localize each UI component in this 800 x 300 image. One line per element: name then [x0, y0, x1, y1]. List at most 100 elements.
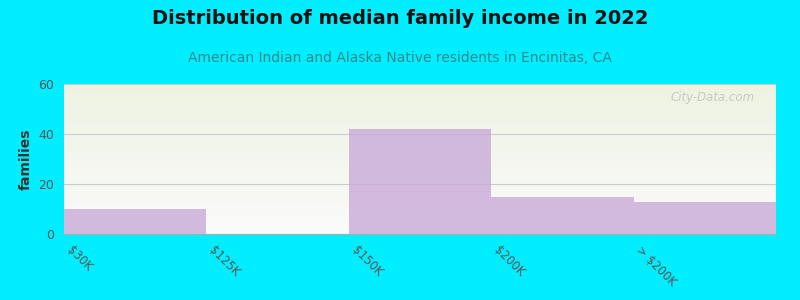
Bar: [64, 132, 776, 133]
Bar: [64, 126, 776, 127]
Bar: [64, 229, 776, 230]
Bar: [64, 232, 776, 233]
Bar: [64, 208, 776, 209]
Bar: [64, 96, 776, 97]
Bar: [64, 233, 776, 234]
Bar: [64, 84, 776, 85]
Bar: [64, 198, 776, 199]
Bar: [64, 101, 776, 102]
Bar: [64, 90, 776, 91]
Bar: [64, 116, 776, 117]
Text: Distribution of median family income in 2022: Distribution of median family income in …: [152, 9, 648, 28]
Bar: [64, 222, 776, 223]
Bar: [64, 197, 776, 198]
Bar: [64, 128, 776, 129]
Bar: [64, 225, 776, 226]
Bar: [64, 105, 776, 106]
Bar: [64, 177, 776, 178]
Bar: [64, 212, 776, 213]
Bar: [64, 193, 776, 194]
Bar: [64, 115, 776, 116]
Bar: [64, 95, 776, 96]
Bar: [64, 169, 776, 170]
Bar: [64, 181, 776, 182]
Bar: [64, 104, 776, 105]
Bar: [64, 226, 776, 227]
Bar: [64, 167, 776, 168]
Bar: [64, 124, 776, 125]
Bar: [64, 163, 776, 164]
Bar: [64, 149, 776, 150]
Bar: [64, 137, 776, 138]
Bar: [64, 170, 776, 171]
Text: City-Data.com: City-Data.com: [670, 92, 754, 104]
Bar: [64, 217, 776, 218]
Bar: [64, 179, 776, 180]
Bar: [64, 189, 776, 190]
Bar: [64, 140, 776, 141]
Bar: [64, 206, 776, 207]
Bar: [64, 182, 776, 183]
Bar: [64, 125, 776, 126]
Bar: [64, 122, 776, 123]
Bar: [64, 171, 776, 172]
Bar: [64, 108, 776, 109]
Bar: [64, 192, 776, 193]
Bar: [64, 147, 776, 148]
Bar: [64, 184, 776, 185]
Bar: [64, 187, 776, 188]
Bar: [64, 195, 776, 196]
Bar: [64, 188, 776, 189]
Bar: [64, 148, 776, 149]
Bar: [64, 161, 776, 162]
Bar: [64, 118, 776, 119]
Bar: [64, 100, 776, 101]
Bar: [64, 194, 776, 195]
Bar: [64, 159, 776, 160]
Bar: [64, 172, 776, 173]
Bar: [64, 87, 776, 88]
Bar: [64, 99, 776, 100]
Bar: [64, 183, 776, 184]
Bar: [64, 176, 776, 177]
Bar: [64, 142, 776, 143]
Bar: [64, 117, 776, 118]
Bar: [64, 112, 776, 113]
Bar: [64, 162, 776, 163]
Bar: [64, 94, 776, 95]
Bar: [64, 145, 776, 146]
Bar: [64, 201, 776, 202]
Bar: [64, 221, 776, 222]
Bar: [64, 203, 776, 204]
Bar: [64, 89, 776, 90]
Bar: [64, 144, 776, 145]
Bar: [64, 138, 776, 139]
Bar: [64, 199, 776, 200]
Bar: [491, 196, 634, 234]
Bar: [64, 219, 776, 220]
Bar: [64, 165, 776, 166]
Bar: [64, 156, 776, 157]
Bar: [64, 135, 776, 136]
Bar: [64, 129, 776, 130]
Bar: [64, 93, 776, 94]
Bar: [64, 168, 776, 169]
Bar: [64, 190, 776, 191]
Bar: [64, 121, 776, 122]
Bar: [64, 154, 776, 155]
Bar: [64, 205, 776, 206]
Bar: [64, 152, 776, 153]
Bar: [64, 216, 776, 217]
Bar: [64, 160, 776, 161]
Bar: [64, 231, 776, 232]
Bar: [64, 134, 776, 135]
Bar: [64, 109, 776, 110]
Bar: [64, 210, 776, 211]
Bar: [64, 191, 776, 192]
Bar: [64, 228, 776, 229]
Bar: [349, 129, 491, 234]
Bar: [64, 146, 776, 147]
Bar: [64, 151, 776, 152]
Bar: [64, 211, 776, 212]
Bar: [64, 92, 776, 93]
